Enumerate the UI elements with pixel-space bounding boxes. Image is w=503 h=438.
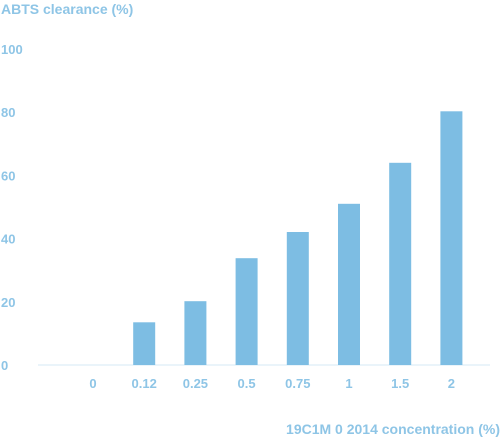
y-tick-label: 40 (1, 232, 15, 247)
x-axis-ticks: 0 0.12 0.25 0.5 0.75 1 1.5 2 (89, 376, 455, 391)
chart-title: ABTS clearance (%) (1, 1, 133, 17)
y-tick-label: 0 (1, 358, 8, 373)
y-tick-label: 100 (1, 42, 23, 57)
x-tick-label: 1.5 (391, 376, 409, 391)
x-tick-label: 0.5 (238, 376, 256, 391)
x-tick-label: 1 (345, 376, 352, 391)
x-tick-label: 2 (448, 376, 455, 391)
bar-0.25 (184, 301, 207, 365)
bar-0.5 (235, 258, 258, 365)
x-tick-label: 0 (89, 376, 96, 391)
y-tick-label: 80 (1, 105, 15, 120)
x-tick-label: 0.12 (132, 376, 157, 391)
bar-0.12 (133, 322, 156, 365)
y-axis-ticks: 0 20 40 60 80 100 (1, 42, 23, 373)
bar-0.75 (286, 232, 309, 365)
bar-series (133, 111, 463, 365)
x-tick-label: 0.25 (183, 376, 208, 391)
bar-2 (440, 111, 463, 365)
bar-1.5 (389, 162, 412, 365)
x-tick-label: 0.75 (285, 376, 310, 391)
y-tick-label: 60 (1, 168, 15, 183)
bar-1 (338, 203, 360, 365)
x-axis-label: 19C1M 0 2014 concentration (%) (286, 421, 500, 437)
y-tick-label: 20 (1, 295, 15, 310)
